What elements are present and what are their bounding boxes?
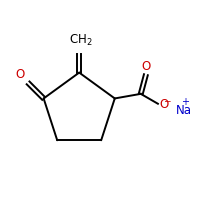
Text: +: + xyxy=(182,97,189,107)
Text: O: O xyxy=(159,98,168,111)
Text: −: − xyxy=(163,96,171,105)
Text: Na: Na xyxy=(176,103,192,117)
Text: O: O xyxy=(141,60,150,73)
Text: CH$_2$: CH$_2$ xyxy=(68,33,92,48)
Text: O: O xyxy=(16,68,25,81)
